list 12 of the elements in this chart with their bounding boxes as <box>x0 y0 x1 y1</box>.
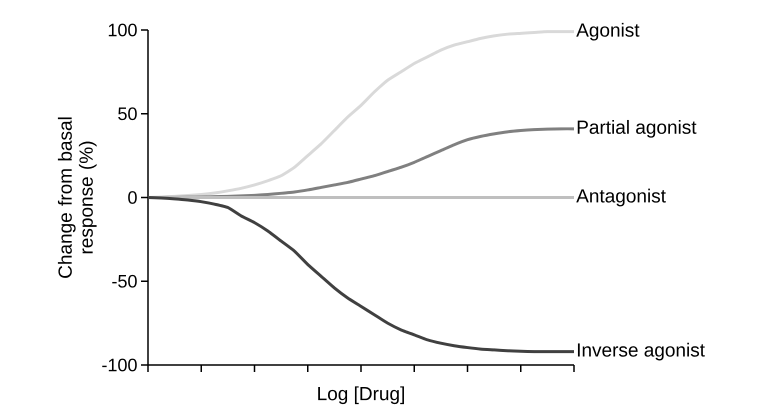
x-axis-title: Log [Drug] <box>318 386 404 404</box>
series-label: Antagonist <box>576 188 666 206</box>
line-series <box>146 196 576 354</box>
y-tick-label: 50 <box>118 107 137 120</box>
series-label: Agonist <box>576 22 640 41</box>
y-tick-label: 0 <box>128 191 137 204</box>
series-label: Inverse agonist <box>578 342 705 360</box>
y-tick-label: -100 <box>102 358 137 372</box>
series-label: Partial agonist <box>578 120 696 138</box>
y-axis-title: Change from basal response (%) <box>58 117 97 278</box>
y-tick-label: -50 <box>112 274 137 288</box>
y-tick-label: 100 <box>108 24 137 36</box>
